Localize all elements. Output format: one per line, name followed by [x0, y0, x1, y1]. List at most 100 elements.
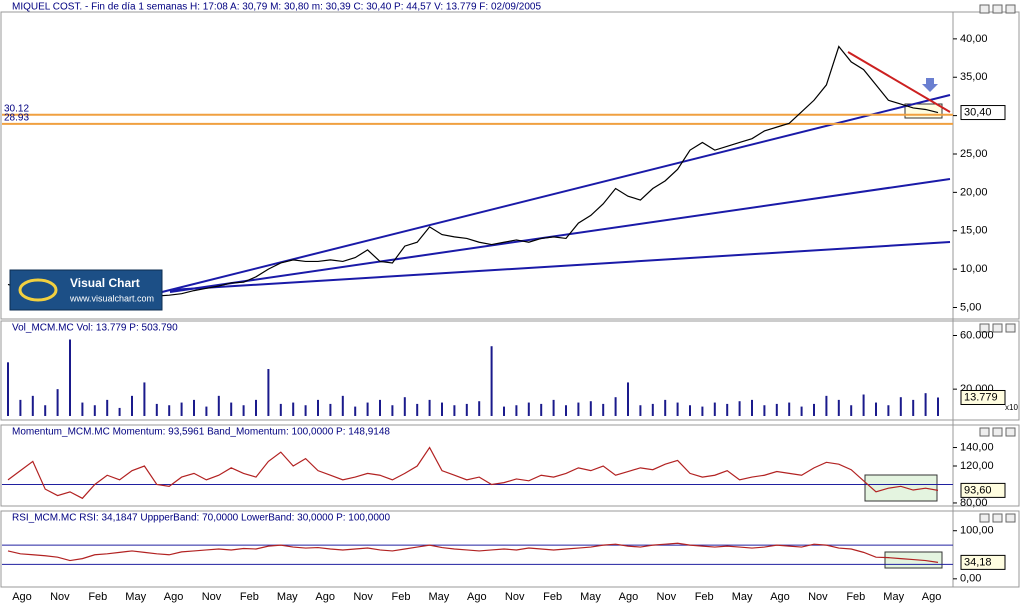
last-value-box: [960, 105, 1006, 121]
volume-bar: [937, 397, 939, 416]
y-tick-label: 5,00: [960, 301, 981, 313]
volume-bar: [118, 407, 121, 416]
button[interactable]: [1005, 323, 1016, 333]
volume-bar: [676, 402, 679, 416]
button[interactable]: [1005, 4, 1016, 14]
button[interactable]: [992, 513, 1003, 523]
volume-bar: [639, 405, 642, 416]
volume-bar: [193, 399, 195, 416]
button[interactable]: [979, 513, 990, 523]
volume-bar: [912, 399, 915, 416]
volume-bar: [763, 405, 766, 416]
x-tick-label: Nov: [657, 591, 677, 603]
last-value-box: [960, 482, 1006, 498]
volume-bar: [255, 399, 257, 416]
volume-bar: [155, 403, 158, 416]
button[interactable]: [1005, 513, 1016, 523]
volume-bar: [800, 406, 803, 416]
x-tick-label: Feb: [392, 591, 411, 603]
logo-url: www.visualchart.com: [69, 293, 154, 303]
volume-bar: [44, 405, 47, 416]
x-tick-label: May: [429, 591, 450, 603]
volume-bar: [19, 399, 22, 416]
volume-bar: [205, 406, 208, 416]
data-line: [7, 542, 939, 563]
logo-box: [9, 269, 163, 311]
y-tick-label: 20,00: [960, 186, 988, 198]
volume-bar: [267, 369, 270, 416]
volume-bar: [465, 403, 468, 416]
volume-bar: [341, 395, 344, 416]
panel-header: MIQUEL COST. - Fin de día 1 semanas H: 1…: [12, 2, 541, 13]
volume-bar: [540, 403, 543, 416]
last-value-label: 30,40: [964, 106, 992, 118]
trend-line: [847, 51, 951, 113]
y-tick-label: 35,00: [960, 71, 988, 83]
x-tick-label: Ago: [467, 591, 487, 603]
volume-bar: [453, 405, 456, 416]
volume-bar: [31, 395, 34, 416]
volume-bar: [490, 346, 493, 416]
volume-bar: [242, 405, 245, 416]
volume-bar: [168, 405, 171, 416]
volume-bar: [726, 403, 729, 416]
volume-bar: [552, 399, 555, 416]
volume-bar: [602, 403, 605, 416]
y-tick-label: 100,00: [960, 525, 994, 537]
x-tick-label: May: [732, 591, 753, 603]
logo-icon: [18, 278, 58, 302]
volume-bar: [527, 402, 530, 416]
y-tick-label: 120,00: [960, 460, 994, 472]
panel-frames: [0, 11, 1020, 588]
volume-bar: [565, 405, 567, 416]
button[interactable]: [979, 4, 990, 14]
volume-bar: [738, 401, 741, 416]
data-line: [7, 45, 939, 297]
volume-bar: [503, 406, 505, 416]
button[interactable]: [992, 4, 1003, 14]
panel-header: Momentum_MCM.MC Momentum: 93,5961 Band_M…: [12, 427, 390, 438]
button[interactable]: [1005, 427, 1016, 437]
button[interactable]: [992, 427, 1003, 437]
button[interactable]: [979, 323, 990, 333]
logo: Visual Chart www.visualchart.com: [9, 269, 163, 311]
volume-bar: [329, 403, 332, 416]
volume-bar: [850, 405, 853, 416]
volume-bar: [180, 402, 183, 416]
panel-frame: [0, 320, 1020, 421]
level-label: 28.93: [4, 112, 29, 123]
volume-bar: [379, 399, 381, 416]
volume-bar: [788, 402, 791, 416]
x-tick-label: Feb: [88, 591, 107, 603]
panel-frame: [0, 11, 1020, 320]
volume-bar: [441, 402, 443, 416]
trend-line: [169, 241, 951, 291]
button[interactable]: [992, 323, 1003, 333]
volume-bar: [627, 382, 629, 416]
x-tick-label: Ago: [922, 591, 942, 603]
button[interactable]: [979, 427, 990, 437]
volume-bar: [589, 401, 592, 416]
x-tick-label: Ago: [770, 591, 790, 603]
panel-header: RSI_MCM.MC RSI: 34,1847 UppperBand: 70,0…: [12, 513, 390, 524]
x-tick-label: Nov: [808, 591, 828, 603]
multiplier-label: x10: [1005, 403, 1018, 412]
y-tick-label: 10,00: [960, 263, 988, 275]
volume-bar: [577, 402, 580, 416]
x-tick-label: Nov: [353, 591, 373, 603]
x-tick-label: Ago: [12, 591, 32, 603]
y-tick-label: 0,00: [960, 573, 981, 585]
trend-line: [169, 178, 951, 293]
panel-frame: [0, 424, 1020, 507]
volume-bar: [775, 403, 778, 416]
volume-bar: [292, 402, 295, 416]
volume-bar: [143, 382, 146, 416]
volume-bar: [81, 402, 84, 416]
volume-bar: [701, 406, 704, 416]
volume-bar: [391, 405, 394, 416]
volume-bar: [354, 406, 357, 416]
volume-bar: [279, 403, 282, 416]
volume-bar: [478, 401, 481, 416]
